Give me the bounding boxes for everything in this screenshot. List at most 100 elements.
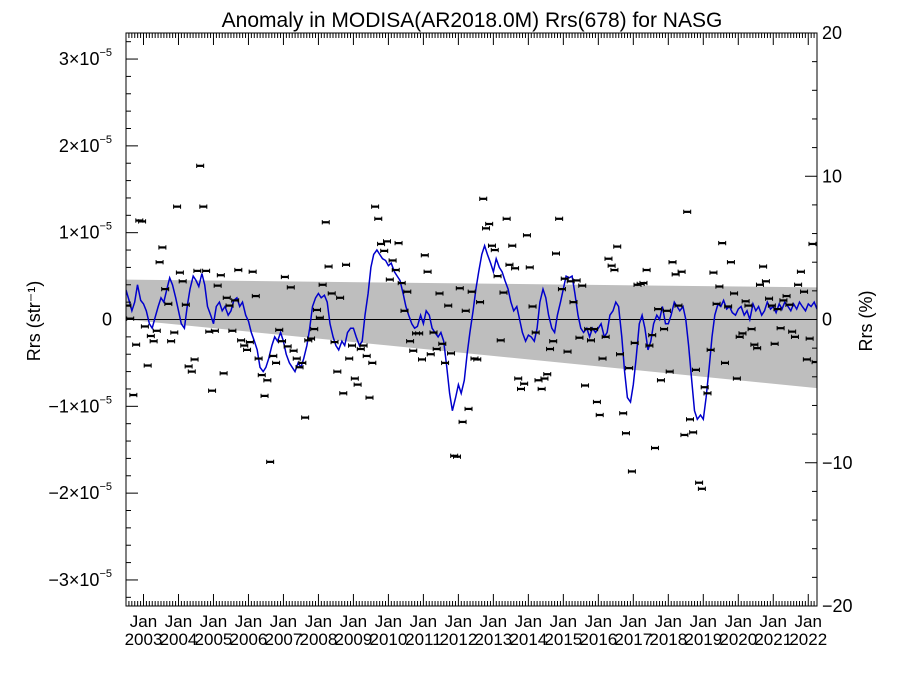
x-tick-year-label: 2010	[369, 630, 407, 649]
anomaly-point	[216, 273, 225, 278]
anomaly-point	[706, 347, 715, 353]
anomaly-point	[126, 303, 132, 308]
y-right-tick-label: −20	[822, 596, 853, 616]
anomaly-point	[286, 285, 295, 290]
anomaly-point	[307, 336, 316, 341]
anomaly-point	[409, 348, 418, 353]
anomaly-point	[380, 248, 389, 254]
anomaly-point	[549, 339, 558, 344]
x-tick-month-label: Jan	[760, 612, 787, 631]
anomaly-point	[356, 346, 365, 352]
anomaly-point	[755, 282, 764, 287]
anomaly-point	[697, 486, 706, 491]
anomaly-point	[779, 298, 788, 303]
anomaly-point	[321, 220, 330, 225]
anomaly-point	[613, 244, 622, 249]
x-tick-month-label: Jan	[585, 612, 612, 631]
anomaly-point	[642, 267, 651, 273]
anomaly-point	[228, 328, 237, 333]
anomaly-point	[572, 278, 581, 283]
anomaly-point	[479, 196, 488, 201]
anomaly-point	[447, 351, 456, 356]
anomaly-point	[482, 226, 491, 231]
x-tick-month-label: Jan	[375, 612, 402, 631]
anomaly-point	[808, 241, 817, 247]
anomaly-point	[196, 163, 205, 169]
anomaly-point	[616, 352, 625, 357]
anomaly-point	[184, 364, 193, 369]
anomaly-point	[234, 267, 243, 273]
anomaly-point	[712, 301, 721, 307]
anomaly-point	[374, 216, 383, 221]
anomaly-point	[499, 290, 508, 295]
anomaly-point	[158, 245, 167, 250]
anomaly-point	[318, 282, 327, 287]
y-axis-label-right: Rrs (%)	[856, 291, 876, 352]
anomaly-point	[490, 247, 499, 253]
x-tick-month-label: Jan	[235, 612, 262, 631]
anomaly-point	[720, 360, 729, 366]
anomaly-point	[140, 324, 149, 329]
anomaly-point	[327, 291, 336, 296]
anomaly-point	[266, 459, 275, 465]
anomaly-point	[730, 291, 739, 296]
anomaly-point	[213, 283, 222, 288]
anomaly-point	[557, 286, 566, 292]
x-tick-year-label: 2009	[335, 630, 373, 649]
anomaly-point	[525, 265, 534, 270]
anomaly-point	[610, 267, 619, 273]
anomaly-point	[441, 360, 450, 366]
anomaly-point	[368, 360, 377, 366]
anomaly-point	[333, 369, 342, 374]
anomaly-point	[648, 332, 657, 338]
anomaly-point	[677, 269, 686, 274]
anomaly-point	[505, 262, 514, 267]
anomaly-point	[400, 308, 409, 313]
anomaly-point	[621, 431, 630, 436]
x-tick-year-label: 2007	[265, 630, 303, 649]
y-axis-label-left: Rrs (str⁻¹)	[24, 281, 44, 361]
anomaly-point	[732, 376, 741, 381]
anomaly-point	[668, 260, 677, 265]
anomaly-point	[560, 276, 569, 281]
anomaly-point	[260, 393, 269, 399]
anomaly-point	[210, 328, 219, 333]
y-tick-label: −1×10−5	[48, 394, 112, 416]
anomaly-point	[674, 303, 683, 308]
y-tick-label: 3×10−5	[59, 47, 112, 69]
anomaly-point	[269, 353, 278, 359]
anomaly-point	[645, 343, 654, 348]
x-tick-month-label: Jan	[200, 612, 227, 631]
uncertainty-band	[126, 279, 817, 389]
anomaly-point	[660, 326, 669, 332]
anomaly-point	[607, 263, 616, 268]
anomaly-point	[371, 204, 380, 209]
anomaly-point	[455, 286, 464, 291]
anomaly-point	[502, 216, 511, 221]
anomaly-point	[313, 307, 322, 313]
anomaly-point	[581, 383, 590, 388]
anomaly-point	[671, 272, 680, 277]
anomaly-point	[800, 289, 809, 294]
anomaly-point	[630, 340, 639, 346]
anomaly-point	[747, 326, 756, 332]
anomaly-point	[595, 412, 604, 418]
anomaly-point	[773, 306, 782, 312]
anomaly-point	[432, 346, 441, 352]
anomaly-point	[167, 339, 176, 344]
anomaly-point	[280, 274, 289, 280]
anomaly-point	[537, 386, 546, 392]
anomaly-point	[181, 302, 190, 307]
x-tick-year-label: 2019	[684, 630, 722, 649]
anomaly-point	[129, 392, 138, 398]
anomaly-point	[695, 480, 704, 485]
anomaly-point	[248, 269, 257, 274]
x-tick-month-label: Jan	[305, 612, 332, 631]
anomaly-point	[292, 356, 301, 361]
anomaly-point	[476, 299, 485, 305]
y-tick-label: −2×10−5	[48, 481, 112, 503]
anomaly-point	[397, 280, 406, 286]
anomaly-point	[794, 282, 803, 287]
anomaly-point	[464, 406, 473, 412]
x-tick-year-label: 2017	[614, 630, 652, 649]
